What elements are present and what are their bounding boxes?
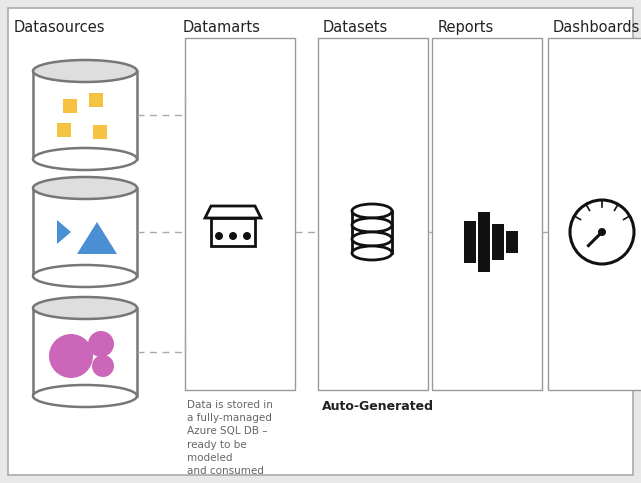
Circle shape: [215, 232, 223, 240]
Bar: [492, 224, 504, 260]
Bar: [352, 211, 392, 225]
Ellipse shape: [92, 355, 114, 377]
Ellipse shape: [33, 297, 137, 319]
Text: Datasources: Datasources: [14, 20, 106, 35]
Polygon shape: [205, 206, 261, 218]
Ellipse shape: [33, 148, 137, 170]
Bar: [211, 218, 255, 246]
Text: Dashboards: Dashboards: [553, 20, 640, 35]
Text: Auto-Generated: Auto-Generated: [322, 400, 434, 413]
Text: Data is stored in
a fully-managed
Azure SQL DB –
ready to be
modeled
and consume: Data is stored in a fully-managed Azure …: [187, 400, 273, 476]
Ellipse shape: [33, 265, 137, 287]
Text: Datasets: Datasets: [323, 20, 388, 35]
Bar: [33, 188, 137, 276]
Ellipse shape: [33, 60, 137, 82]
Ellipse shape: [33, 177, 137, 199]
Circle shape: [570, 200, 634, 264]
Bar: [185, 38, 295, 390]
Bar: [506, 231, 518, 253]
Bar: [548, 38, 641, 390]
Circle shape: [229, 232, 237, 240]
Ellipse shape: [33, 385, 137, 407]
Bar: [478, 212, 490, 272]
Bar: [57, 123, 71, 137]
Bar: [318, 38, 428, 390]
Text: Reports: Reports: [438, 20, 494, 35]
Bar: [33, 71, 137, 159]
Ellipse shape: [352, 246, 392, 260]
Bar: [352, 239, 392, 253]
Ellipse shape: [352, 204, 392, 218]
Bar: [352, 225, 392, 239]
Bar: [432, 38, 542, 390]
Circle shape: [243, 232, 251, 240]
Bar: [464, 221, 476, 263]
Circle shape: [598, 228, 606, 236]
Ellipse shape: [88, 331, 114, 357]
Polygon shape: [57, 220, 71, 244]
Polygon shape: [77, 222, 117, 254]
Bar: [33, 308, 137, 396]
Bar: [89, 93, 103, 107]
Ellipse shape: [352, 218, 392, 232]
Bar: [93, 125, 107, 139]
Text: Datamarts: Datamarts: [183, 20, 261, 35]
Ellipse shape: [352, 232, 392, 246]
Ellipse shape: [49, 334, 93, 378]
FancyBboxPatch shape: [8, 8, 633, 475]
Bar: [63, 99, 77, 113]
